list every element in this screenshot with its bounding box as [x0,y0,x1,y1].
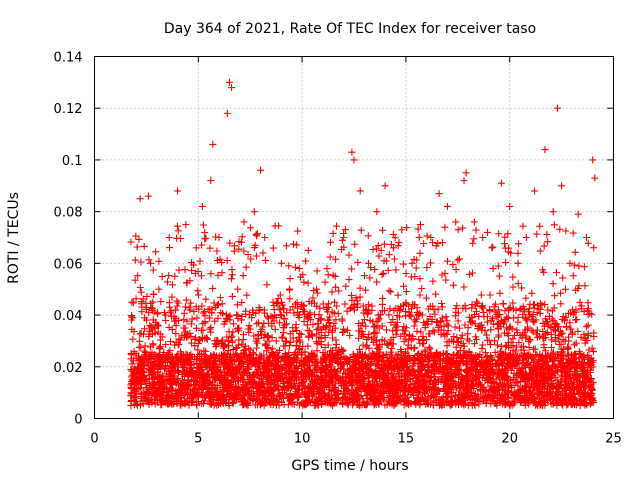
data-point [591,174,599,182]
data-point [128,298,136,306]
data-point [583,234,591,241]
x-tick-label: 10 [294,432,311,447]
y-tick-label: 0.14 [54,51,83,66]
data-point [558,182,566,190]
data-point [304,246,312,254]
data-point [257,166,265,174]
data-point [198,202,206,210]
data-point [365,259,373,267]
y-tick-label: 0.04 [54,309,83,324]
data-point [269,298,277,306]
data-point [522,234,530,241]
data-point [192,244,200,252]
data-point [497,179,505,187]
data-point [531,187,539,195]
data-point [313,285,321,293]
data-point [452,218,460,226]
data-point [462,169,470,177]
y-tick-label: 0.1 [62,154,83,169]
data-point [165,234,173,241]
y-tick-label: 0.02 [54,361,83,376]
data-point [408,259,416,267]
data-point [350,156,358,164]
y-tick-label: 0.06 [54,257,83,272]
data-point [261,234,269,241]
data-point [144,192,152,200]
x-tick-label: 20 [501,432,518,447]
data-point [443,202,451,210]
data-point [381,182,389,190]
data-point [155,285,163,293]
y-tick-label: 0.08 [54,206,83,221]
x-tick-label: 15 [398,432,415,447]
data-points [127,78,599,410]
data-point [470,218,478,226]
data-point [209,140,217,148]
x-tick-label: 5 [194,432,202,447]
data-point [489,265,497,273]
x-tick-label: 25 [605,432,622,447]
x-axis-label: GPS time / hours [291,458,408,474]
x-tick-label: 0 [90,432,98,447]
data-point [323,265,331,273]
data-point [541,146,549,154]
plot-frame [94,56,614,419]
data-point [479,234,487,241]
data-point [435,190,443,198]
data-point [549,208,557,216]
data-point [250,208,258,216]
data-point [398,226,406,234]
y-tick-label: 0 [74,413,82,428]
data-point [514,259,522,267]
data-point [460,177,468,185]
data-point [416,221,424,229]
data-point [225,78,233,86]
data-point [506,202,514,210]
data-point [223,109,231,117]
data-point [427,234,435,241]
data-point [182,221,190,229]
data-point [240,218,248,226]
data-point-cloud [127,221,598,410]
data-point [589,156,597,164]
data-point [356,187,364,195]
data-point [234,285,242,293]
data-point [553,104,561,112]
data-point [574,210,582,218]
data-point [207,177,215,185]
data-point [348,148,356,156]
data-point [174,187,182,195]
data-point [373,208,381,216]
data-point [277,259,285,267]
chart-title: Day 364 of 2021, Rate Of TEC Index for r… [164,21,536,37]
data-point [566,259,574,267]
axis-ticks: 0 5 10 15 20 25 0 0.02 0.04 0.06 0.08 0.1 0.12 0.14 [54,51,622,447]
y-tick-label: 0.12 [54,102,83,117]
data-point [136,195,144,203]
data-point [228,84,236,92]
y-axis-label: ROTI / TECUs [6,192,22,284]
data-point [147,259,155,267]
